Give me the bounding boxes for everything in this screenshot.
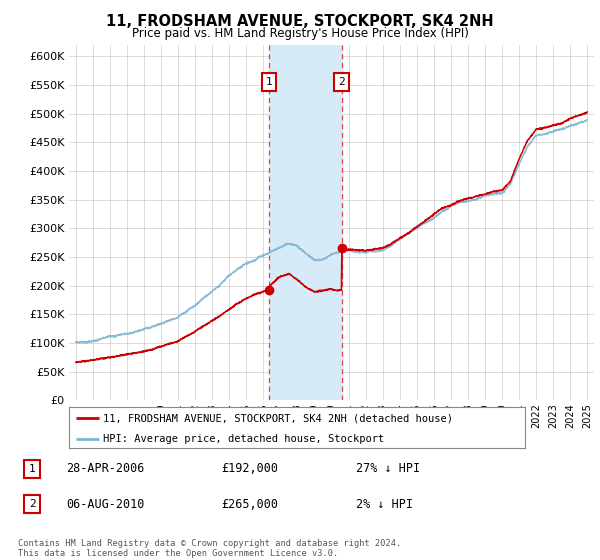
Text: 28-APR-2006: 28-APR-2006 — [66, 463, 145, 475]
Text: 06-AUG-2010: 06-AUG-2010 — [66, 497, 145, 511]
Text: Contains HM Land Registry data © Crown copyright and database right 2024.
This d: Contains HM Land Registry data © Crown c… — [18, 539, 401, 558]
Text: 1: 1 — [29, 464, 35, 474]
Text: 2% ↓ HPI: 2% ↓ HPI — [356, 497, 413, 511]
Text: £192,000: £192,000 — [221, 463, 278, 475]
Text: 1: 1 — [265, 77, 272, 87]
Text: 2: 2 — [29, 499, 35, 509]
Text: 11, FRODSHAM AVENUE, STOCKPORT, SK4 2NH (detached house): 11, FRODSHAM AVENUE, STOCKPORT, SK4 2NH … — [103, 413, 453, 423]
Text: 11, FRODSHAM AVENUE, STOCKPORT, SK4 2NH: 11, FRODSHAM AVENUE, STOCKPORT, SK4 2NH — [106, 14, 494, 29]
Text: HPI: Average price, detached house, Stockport: HPI: Average price, detached house, Stoc… — [103, 434, 385, 444]
Text: Price paid vs. HM Land Registry's House Price Index (HPI): Price paid vs. HM Land Registry's House … — [131, 27, 469, 40]
Text: 2: 2 — [338, 77, 345, 87]
Bar — [269, 45, 341, 400]
Text: £265,000: £265,000 — [221, 497, 278, 511]
Text: 27% ↓ HPI: 27% ↓ HPI — [356, 463, 421, 475]
